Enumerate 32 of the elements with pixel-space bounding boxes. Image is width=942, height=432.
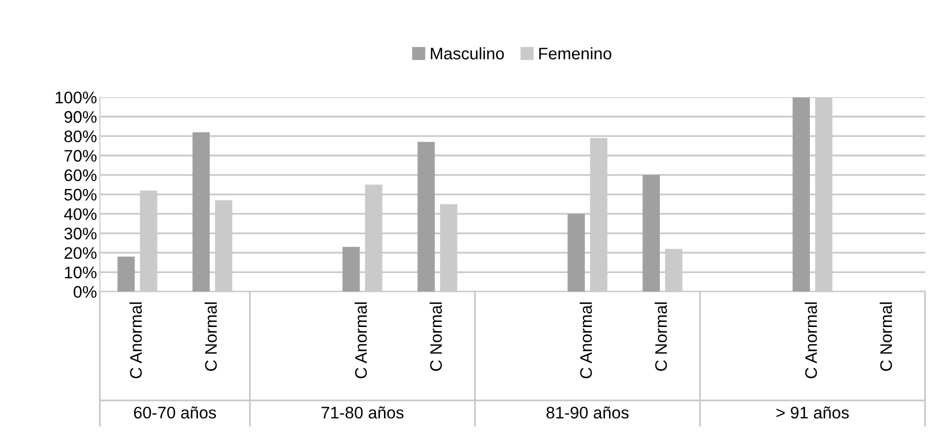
x-tick-label: C Anormal	[580, 302, 592, 378]
y-tick-label: 30%	[64, 228, 96, 240]
y-tick-label: 20%	[64, 247, 96, 259]
bar	[192, 132, 210, 292]
y-tick-label: 0%	[74, 286, 96, 298]
x-tick-label: C Anormal	[804, 302, 817, 378]
x-tick-label: C Normal	[204, 302, 217, 371]
bar	[418, 142, 435, 292]
y-tick-label: 80%	[64, 130, 96, 142]
x-tick-label: C Anormal	[130, 302, 142, 378]
x-tick-label: C Normal	[654, 302, 667, 371]
y-tick-label: 40%	[64, 208, 96, 220]
x-tick-label: C Normal	[430, 302, 442, 371]
y-tick-label: 10%	[64, 266, 96, 278]
legend-label: Femenino	[539, 47, 612, 60]
bar	[568, 214, 585, 292]
x-tick-label: C Anormal	[354, 302, 367, 378]
bar	[642, 174, 660, 292]
y-tick-label: 50%	[64, 188, 96, 201]
x-tick-label: C Normal	[880, 302, 892, 371]
y-tick-label: 90%	[64, 111, 96, 123]
y-tick-label: 60%	[64, 169, 96, 182]
text: 60-70 años	[134, 406, 216, 419]
text: 81-90 años	[546, 406, 629, 419]
text: > 91 años	[776, 406, 849, 419]
text: 71-80 años	[322, 406, 404, 419]
legend-label: Masculino	[430, 47, 504, 60]
y-tick-label: 70%	[64, 150, 96, 162]
y-tick-label: 100%	[56, 92, 96, 104]
bar	[342, 246, 360, 292]
bar	[117, 256, 135, 292]
bar	[792, 97, 810, 292]
